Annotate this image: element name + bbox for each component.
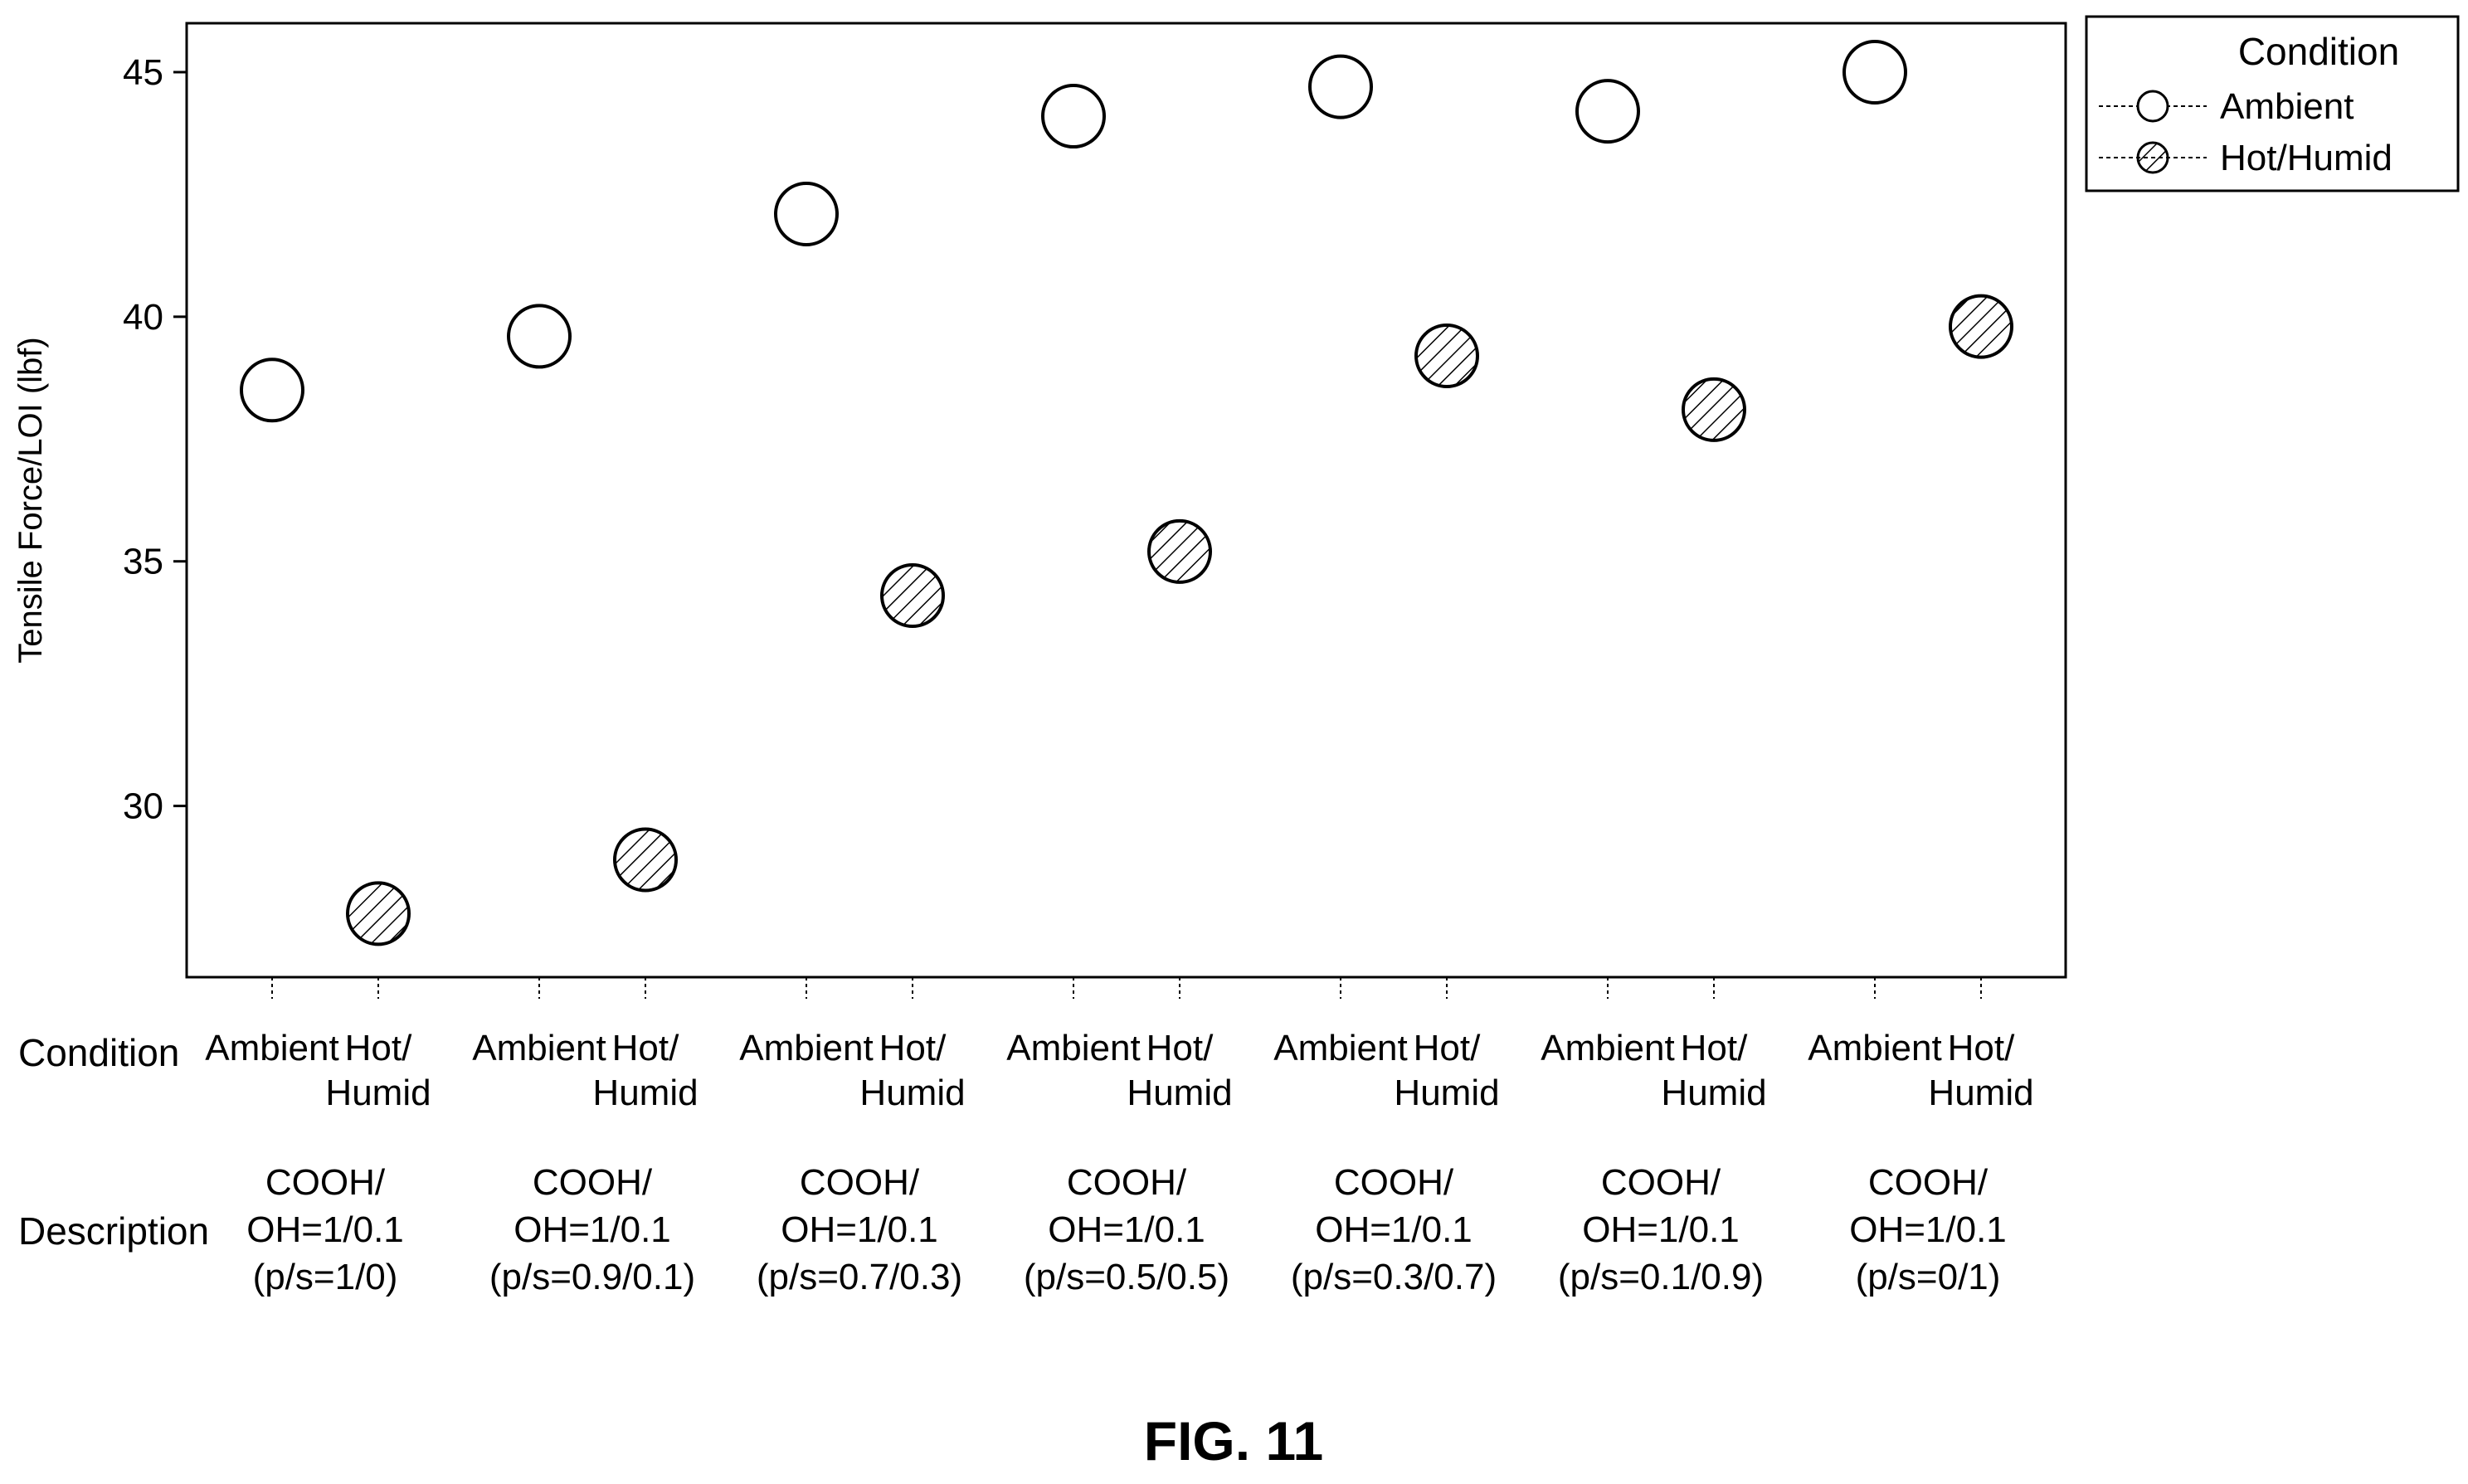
description-label: (p/s=1/0)	[253, 1257, 398, 1297]
condition-label-ambient: Ambient	[739, 1028, 873, 1068]
description-label: OH=1/0.1	[1849, 1209, 2007, 1250]
point-ambient	[1308, 54, 1373, 119]
y-tick-label: 30	[123, 786, 163, 827]
legend-marker-ambient	[2136, 90, 2169, 123]
condition-label-ambient: Ambient	[1808, 1028, 1941, 1068]
condition-label-ambient: Ambient	[205, 1028, 338, 1068]
point-hot-humid	[1682, 377, 1746, 442]
description-label: (p/s=0.5/0.5)	[1024, 1257, 1229, 1297]
condition-label-hot-humid: Hot/	[1948, 1028, 2015, 1068]
condition-label-hot-humid: Hot/	[1681, 1028, 1748, 1068]
y-tick-label: 45	[123, 52, 163, 93]
description-label: COOH/	[265, 1162, 386, 1203]
condition-label-hot-humid: Humid	[1127, 1073, 1232, 1113]
condition-label-hot-humid: Humid	[1928, 1073, 2033, 1113]
description-label: COOH/	[1334, 1162, 1454, 1203]
point-hot-humid	[613, 827, 678, 893]
description-label: OH=1/0.1	[781, 1209, 938, 1250]
point-ambient	[240, 358, 304, 423]
condition-label-ambient: Ambient	[1273, 1028, 1407, 1068]
y-axis-ticks: 30 35 40 45	[123, 52, 187, 827]
point-hot-humid	[1414, 324, 1479, 389]
condition-row-label: Condition	[18, 1031, 179, 1074]
condition-label-hot-humid: Humid	[325, 1073, 431, 1113]
description-label: COOH/	[533, 1162, 653, 1203]
figure-label: FIG. 11	[1144, 1410, 1323, 1472]
description-label: COOH/	[1601, 1162, 1721, 1203]
description-label: OH=1/0.1	[1315, 1209, 1473, 1250]
description-label: OH=1/0.1	[1582, 1209, 1740, 1250]
description-label: OH=1/0.1	[246, 1209, 404, 1250]
description-label: COOH/	[800, 1162, 920, 1203]
data-points	[240, 39, 2013, 946]
y-tick-label: 40	[123, 297, 163, 338]
description-label: (p/s=0.9/0.1)	[489, 1257, 695, 1297]
condition-label-ambient: Ambient	[472, 1028, 606, 1068]
point-hot-humid	[346, 881, 411, 946]
legend-title: Condition	[2238, 30, 2399, 73]
condition-label-hot-humid: Hot/	[879, 1028, 947, 1068]
condition-label-hot-humid: Humid	[1394, 1073, 1499, 1113]
condition-label-hot-humid: Humid	[859, 1073, 965, 1113]
description-labels: COOH/OH=1/0.1 (p/s=1/0) COOH/OH=1/0.1 (p/s=…	[246, 1162, 2007, 1297]
plot-frame	[185, 22, 2067, 979]
point-ambient	[1842, 39, 1907, 105]
y-tick-label: 35	[123, 542, 163, 582]
condition-label-ambient: Ambient	[1006, 1028, 1140, 1068]
description-label: COOH/	[1868, 1162, 1989, 1203]
condition-label-hot-humid: Hot/	[1414, 1028, 1481, 1068]
description-label: (p/s=0/1)	[1856, 1257, 2001, 1297]
description-row-label: Description	[18, 1209, 209, 1253]
condition-label-ambient: Ambient	[1541, 1028, 1674, 1068]
legend-marker-hot-humid	[2136, 141, 2169, 174]
point-hot-humid	[880, 563, 945, 628]
description-label: OH=1/0.1	[1048, 1209, 1205, 1250]
condition-label-hot-humid: Hot/	[345, 1028, 412, 1068]
legend-label: Ambient	[2220, 86, 2354, 127]
point-hot-humid	[1147, 518, 1212, 584]
legend-label: Hot/Humid	[2220, 138, 2393, 178]
point-ambient	[1575, 79, 1640, 144]
description-label: OH=1/0.1	[514, 1209, 671, 1250]
description-label: COOH/	[1067, 1162, 1187, 1203]
point-ambient	[1041, 84, 1106, 149]
x-axis-ticks	[271, 977, 1982, 999]
description-label: (p/s=0.7/0.3)	[757, 1257, 962, 1297]
description-label: (p/s=0.1/0.9)	[1558, 1257, 1764, 1297]
condition-label-hot-humid: Hot/	[612, 1028, 679, 1068]
legend-entries: Ambient Hot/Humid	[2099, 86, 2393, 178]
condition-label-hot-humid: Humid	[1661, 1073, 1766, 1113]
description-label: (p/s=0.3/0.7)	[1291, 1257, 1497, 1297]
point-ambient	[507, 304, 572, 369]
y-axis-label: Tensile Force/LOI (lbf)	[12, 337, 49, 663]
point-ambient	[774, 182, 839, 246]
legend: Condition Ambient Hot/Humid	[2085, 15, 2460, 192]
condition-label-hot-humid: Humid	[592, 1073, 698, 1113]
condition-label-hot-humid: Hot/	[1146, 1028, 1214, 1068]
point-hot-humid	[1949, 294, 2013, 359]
